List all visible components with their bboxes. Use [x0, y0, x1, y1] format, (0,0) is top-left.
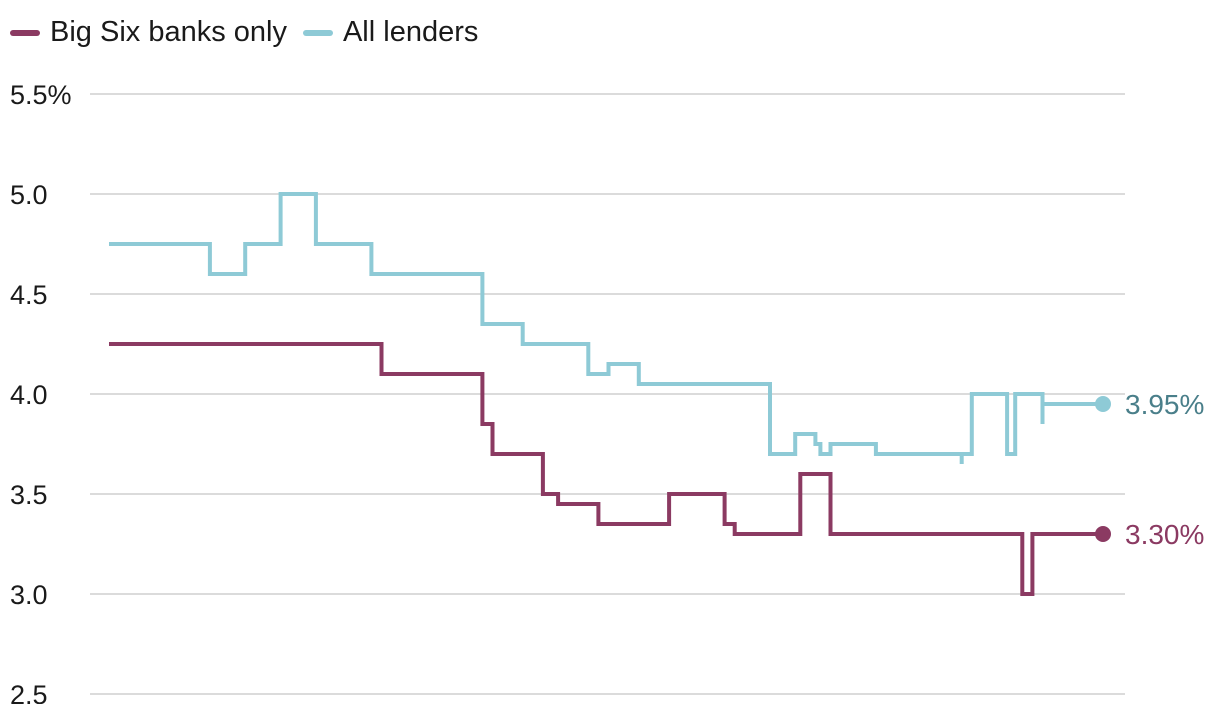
series-end-label: 3.30% [1125, 519, 1204, 550]
y-tick-label: 5.5% [10, 80, 72, 110]
series-end-point [1095, 526, 1111, 542]
series-end-point [1095, 396, 1111, 412]
legend-label-all-lenders: All lenders [342, 16, 479, 48]
series-line-big-six [109, 342, 1103, 596]
y-tick-label: 3.5 [10, 480, 48, 510]
y-tick-label: 2.5 [10, 680, 48, 704]
legend-swatch-all-lenders [302, 29, 333, 36]
y-tick-label: 3.0 [10, 580, 48, 610]
y-tick-label: 4.0 [10, 380, 48, 410]
legend-item-all-lenders[interactable]: All lenders [302, 16, 479, 49]
legend-item-big-six[interactable]: Big Six banks only [10, 16, 287, 49]
legend-label-big-six: Big Six banks only [50, 16, 287, 48]
legend: Big Six banks only All lenders [10, 16, 478, 49]
series-end-label: 3.95% [1125, 389, 1204, 420]
legend-swatch-big-six [10, 29, 40, 36]
series-line-all-lenders [109, 192, 1103, 464]
y-tick-label: 5.0 [10, 180, 48, 210]
y-tick-label: 4.5 [10, 280, 48, 310]
